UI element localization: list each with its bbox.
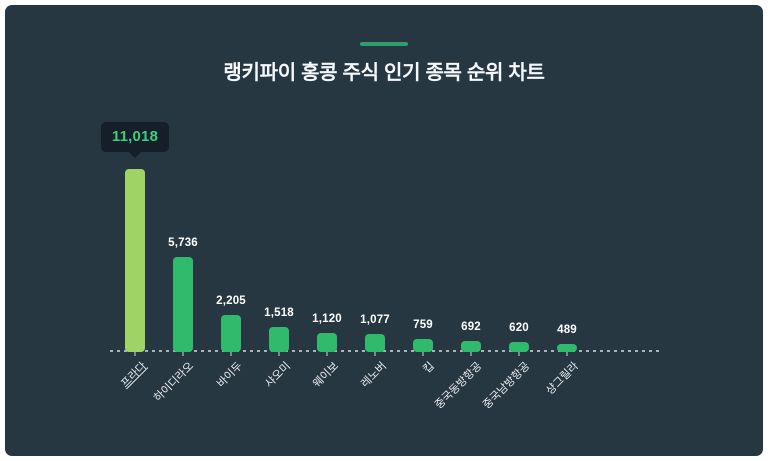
category-label-5[interactable]: 웨이보: [310, 360, 341, 391]
chart-title: 랭키파이 홍콩 주식 인기 종목 순위 차트: [223, 62, 545, 84]
bar-chart: 11,018 프라다 5,736 하이디라오 2,205 바이두 1,518 샤오미 1,120…: [5, 5, 763, 456]
category-label-2[interactable]: 하이디라오: [152, 360, 197, 405]
bar-1[interactable]: [125, 169, 145, 352]
bar-8[interactable]: [461, 341, 481, 352]
axis-tick: [518, 352, 520, 356]
axis-tick: [134, 352, 136, 356]
category-label-10[interactable]: 샹그릴라: [543, 360, 581, 398]
category-label-8[interactable]: 중국동방항공: [433, 360, 485, 412]
bar-3[interactable]: [221, 315, 241, 352]
axis-tick: [374, 352, 376, 356]
tooltip-arrow: [129, 152, 141, 158]
bar-5[interactable]: [317, 333, 337, 352]
bar-9[interactable]: [509, 342, 529, 352]
axis-tick: [422, 352, 424, 356]
category-label-6[interactable]: 레노버: [358, 360, 389, 391]
bar-value-label: 692: [461, 321, 481, 333]
bar-7[interactable]: [413, 339, 433, 352]
axis-tick: [326, 352, 328, 356]
bar-value-label: 1,518: [264, 307, 294, 319]
chart-card: 랭키파이 홍콩 주식 인기 종목 순위 차트 11,018 프라다 5,736 하이디…: [5, 5, 763, 456]
bar-value-label: 1,120: [312, 313, 342, 325]
axis-tick: [566, 352, 568, 356]
bar-value-label: 759: [413, 319, 433, 331]
x-axis-baseline: [110, 350, 663, 352]
category-label-3[interactable]: 바이두: [214, 360, 245, 391]
axis-tick: [182, 352, 184, 356]
value-tooltip: 11,018: [101, 122, 169, 152]
axis-tick: [470, 352, 472, 356]
category-label-1[interactable]: 프라다: [118, 360, 149, 391]
axis-tick: [230, 352, 232, 356]
bar-value-label: 620: [509, 322, 529, 334]
bar-value-label: 1,077: [360, 314, 390, 326]
axis-tick: [278, 352, 280, 356]
bar-4[interactable]: [269, 327, 289, 352]
bar-6[interactable]: [365, 334, 385, 352]
bar-10[interactable]: [557, 344, 577, 352]
bar-value-label: 489: [557, 324, 577, 336]
category-label-9[interactable]: 중국남방항공: [481, 360, 533, 412]
category-label-4[interactable]: 샤오미: [262, 360, 293, 391]
title-accent-bar: [360, 42, 408, 46]
bar-value-label: 5,736: [168, 237, 198, 249]
category-label-7[interactable]: 킵: [420, 360, 437, 376]
bar-2[interactable]: [173, 257, 193, 352]
bar-value-label: 2,205: [216, 295, 246, 307]
